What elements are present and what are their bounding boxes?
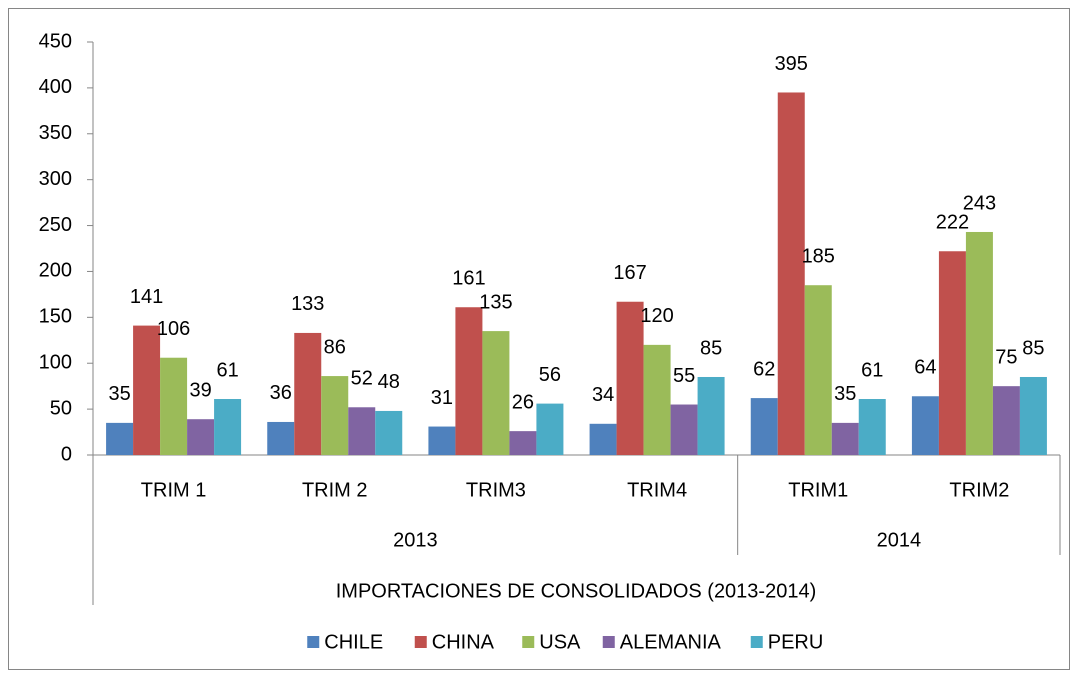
x-axis-title: IMPORTACIONES DE CONSOLIDADOS (2013-2014… bbox=[336, 580, 817, 602]
data-label: 61 bbox=[216, 359, 238, 381]
bar bbox=[911, 396, 939, 455]
data-label: 75 bbox=[995, 346, 1017, 368]
data-label: 64 bbox=[914, 357, 936, 379]
legend-label: CHILE bbox=[324, 631, 383, 653]
bar bbox=[777, 92, 805, 455]
chart-border bbox=[8, 8, 1070, 670]
bar bbox=[697, 376, 725, 455]
bar bbox=[750, 398, 778, 455]
data-label: 35 bbox=[108, 383, 130, 405]
x-tick-label: TRIM2 bbox=[949, 479, 1009, 501]
bar bbox=[160, 357, 188, 455]
bar bbox=[1019, 376, 1047, 455]
legend-label: USA bbox=[539, 631, 581, 653]
x-tick-label: TRIM 1 bbox=[141, 479, 207, 501]
data-label: 31 bbox=[431, 387, 453, 409]
x-tick-label: TRIM 2 bbox=[302, 479, 368, 501]
data-label: 395 bbox=[775, 53, 808, 75]
group-label: 2014 bbox=[877, 529, 922, 551]
y-tick-label: 0 bbox=[61, 443, 72, 465]
bar bbox=[509, 431, 537, 455]
legend-swatch bbox=[307, 636, 320, 648]
data-label: 141 bbox=[130, 286, 163, 308]
bar bbox=[482, 331, 510, 455]
y-tick-label: 450 bbox=[39, 30, 72, 52]
legend-swatch bbox=[414, 636, 427, 648]
bar bbox=[589, 423, 617, 455]
bar bbox=[858, 399, 886, 455]
bar bbox=[536, 403, 564, 455]
y-tick-label: 250 bbox=[39, 214, 72, 236]
legend-label: PERU bbox=[768, 631, 824, 653]
bar bbox=[616, 301, 644, 455]
data-label: 86 bbox=[324, 336, 346, 358]
bar bbox=[965, 231, 993, 455]
bar bbox=[804, 285, 832, 455]
bar bbox=[106, 422, 134, 455]
data-label: 48 bbox=[378, 371, 400, 393]
bar bbox=[428, 426, 456, 455]
bar bbox=[992, 386, 1020, 455]
legend-swatch bbox=[602, 636, 615, 648]
y-tick-label: 50 bbox=[50, 397, 72, 419]
legend-label: ALEMANIA bbox=[620, 631, 722, 653]
data-label: 34 bbox=[592, 384, 614, 406]
bar bbox=[348, 407, 376, 455]
bar bbox=[214, 399, 242, 455]
x-tick-label: TRIM1 bbox=[788, 479, 848, 501]
x-tick-label: TRIM4 bbox=[627, 479, 687, 501]
bar bbox=[133, 325, 161, 455]
data-label: 167 bbox=[613, 262, 646, 284]
bar bbox=[187, 419, 215, 455]
data-label: 185 bbox=[802, 245, 835, 267]
bar bbox=[375, 410, 403, 455]
data-label: 222 bbox=[936, 212, 969, 234]
bar bbox=[670, 404, 698, 455]
data-label: 85 bbox=[700, 337, 722, 359]
data-label: 55 bbox=[673, 365, 695, 387]
y-tick-label: 100 bbox=[39, 352, 72, 374]
data-label: 106 bbox=[157, 318, 190, 340]
data-label: 26 bbox=[512, 391, 534, 413]
data-label: 85 bbox=[1022, 337, 1044, 359]
data-label: 135 bbox=[479, 291, 512, 313]
legend-swatch bbox=[750, 636, 763, 648]
bar bbox=[643, 344, 671, 455]
data-label: 243 bbox=[963, 192, 996, 214]
legend-swatch bbox=[522, 636, 535, 648]
bar bbox=[321, 376, 349, 455]
bar bbox=[831, 422, 859, 455]
bar bbox=[294, 332, 322, 455]
bar bbox=[938, 251, 966, 455]
bar bbox=[267, 421, 295, 455]
data-label: 35 bbox=[834, 383, 856, 405]
data-label: 120 bbox=[640, 305, 673, 327]
data-label: 61 bbox=[861, 359, 883, 381]
y-tick-label: 150 bbox=[39, 306, 72, 328]
data-label: 56 bbox=[539, 364, 561, 386]
data-label: 161 bbox=[452, 268, 485, 290]
data-label: 52 bbox=[351, 368, 373, 390]
data-label: 133 bbox=[291, 293, 324, 315]
data-label: 39 bbox=[189, 379, 211, 401]
y-tick-label: 200 bbox=[39, 260, 72, 282]
data-label: 62 bbox=[753, 358, 775, 380]
legend-label: CHINA bbox=[432, 631, 495, 653]
y-tick-label: 350 bbox=[39, 122, 72, 144]
y-tick-label: 400 bbox=[39, 76, 72, 98]
y-tick-label: 300 bbox=[39, 168, 72, 190]
data-label: 36 bbox=[270, 382, 292, 404]
bar bbox=[455, 307, 483, 455]
x-tick-label: TRIM3 bbox=[466, 479, 526, 501]
group-label: 2013 bbox=[393, 529, 438, 551]
